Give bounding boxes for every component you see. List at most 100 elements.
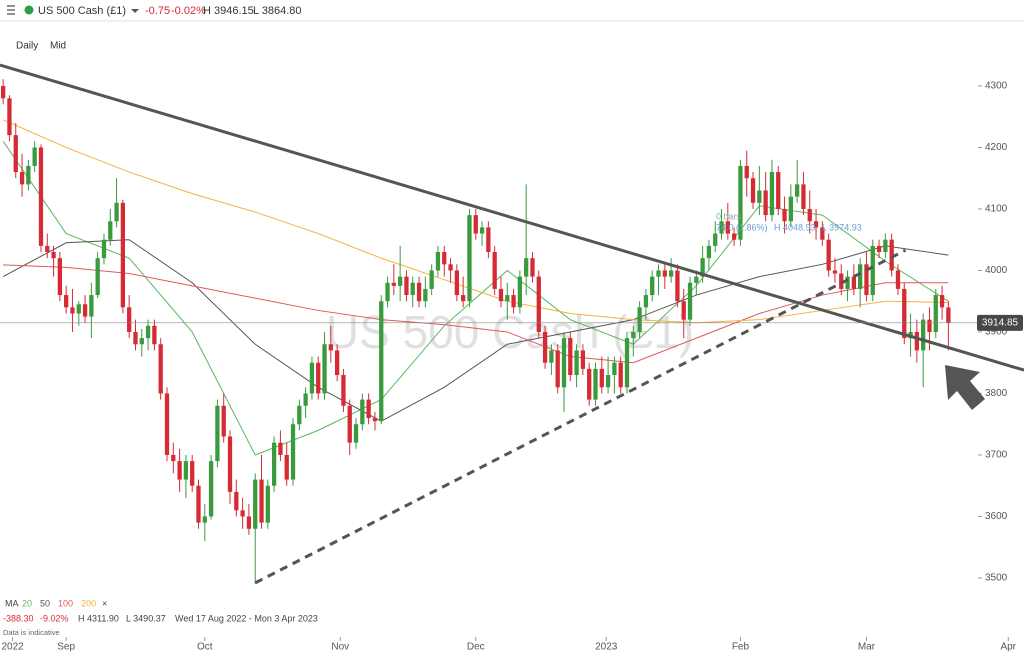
candle-body: [587, 368, 592, 400]
candle-body: [259, 479, 264, 523]
candle-body: [328, 344, 333, 351]
candle-body: [278, 442, 283, 455]
x-tick-label: 2023: [595, 642, 618, 653]
candle-body: [524, 258, 529, 277]
candle-body: [788, 196, 793, 222]
candle-body: [656, 270, 661, 277]
overlay-remove[interactable]: ×: [102, 598, 107, 608]
candle-body: [271, 442, 277, 486]
candle-body: [832, 270, 838, 274]
x-tick-label: Feb: [732, 642, 750, 653]
candle-body: [530, 258, 535, 277]
candle-body: [101, 239, 107, 259]
candle-body: [555, 350, 560, 388]
x-tick-label: Dec: [467, 642, 485, 653]
candle-body: [454, 270, 460, 296]
candle-body: [864, 264, 869, 296]
x-tick-label: Nov: [331, 642, 349, 653]
plot-area: 3500 3600 3700 3800 3900 4000 4100 4200 4300 2022…: [0, 63, 1024, 653]
candle-body: [82, 304, 88, 317]
candle-body: [744, 165, 749, 179]
candle-body: [95, 258, 100, 296]
candle-body: [713, 233, 718, 246]
candle-body: [473, 215, 478, 234]
trendline: [254, 248, 907, 585]
candle-body: [196, 485, 201, 523]
candle-body: [89, 295, 94, 317]
candle-body: [316, 362, 321, 394]
symbol[interactable]: US 500 Cash (£1): [38, 5, 126, 17]
candle-body: [624, 338, 630, 388]
day-high: H 3946.15: [203, 5, 254, 17]
candle-body: [927, 319, 932, 332]
candle-body: [719, 221, 724, 234]
y-tick-label: 4100: [985, 204, 1008, 215]
measure-high: H 4048.93: [774, 222, 816, 232]
candle-body: [517, 276, 523, 308]
candle-body: [410, 282, 415, 296]
candle-body: [57, 258, 63, 296]
candle-body: [461, 295, 466, 302]
symbol-dropdown[interactable]: [131, 9, 139, 13]
candle-body: [914, 331, 920, 351]
moving-average-line: [2, 239, 949, 422]
candle-body: [202, 516, 207, 523]
candle-body: [38, 147, 44, 246]
candle-body: [876, 245, 882, 253]
candle-body: [133, 331, 138, 345]
legend-entry[interactable]: 100: [58, 598, 73, 608]
candle-body: [706, 245, 712, 259]
candle-body: [208, 461, 214, 517]
range-low: L 3490.37: [126, 613, 166, 623]
candle-body: [442, 252, 447, 265]
x-tick-label: Mar: [858, 642, 876, 653]
y-tick-label: 4300: [985, 81, 1008, 92]
candle-body: [757, 190, 762, 203]
candle-body: [933, 295, 938, 332]
candle-body: [1, 85, 6, 99]
candle-body: [605, 375, 611, 388]
candle-body: [164, 393, 170, 455]
candle-body: [108, 221, 113, 240]
candle-body: [486, 227, 491, 253]
candle-body: [763, 190, 768, 216]
y-tick-label: 3900: [985, 327, 1008, 338]
menu-icon[interactable]: [7, 5, 15, 15]
x-tick-label: Sep: [57, 642, 75, 653]
date-range: Wed 17 Aug 2022 - Mon 3 Apr 2023: [175, 613, 318, 623]
last-price-label: 3914.85: [982, 317, 1019, 328]
interval[interactable]: Daily: [16, 41, 38, 52]
x-tick-label: Oct: [197, 642, 213, 653]
price-type[interactable]: Mid: [50, 41, 66, 52]
candle-body: [32, 147, 37, 166]
arrow-annotation: [945, 365, 985, 410]
candle-body: [334, 350, 340, 376]
legend-entry[interactable]: 200: [81, 598, 96, 608]
y-tick-label: 4000: [985, 265, 1008, 276]
candle-body: [391, 282, 396, 286]
candle-body: [801, 184, 806, 209]
candle-body: [448, 264, 453, 271]
candle-body: [404, 276, 409, 296]
candle-body: [7, 98, 12, 136]
legend-entry[interactable]: 50: [40, 598, 50, 608]
candle-body: [492, 252, 497, 289]
candle-body: [309, 362, 315, 394]
candle-body: [322, 344, 327, 394]
candle-body: [631, 331, 636, 339]
legend-entry[interactable]: 20: [22, 598, 32, 608]
candle-body: [145, 325, 151, 339]
candle-body: [498, 288, 504, 302]
candle-body: [366, 399, 371, 419]
candle-body: [234, 491, 239, 511]
candle-body: [939, 295, 945, 308]
overlay-label: MA: [5, 598, 19, 608]
candle-body: [858, 264, 863, 289]
candle-body: [542, 331, 548, 363]
measure-low: L 3974.93: [822, 222, 862, 232]
candle-body: [574, 350, 579, 376]
market-status: [24, 5, 34, 15]
y-tick-label: 3600: [985, 511, 1008, 522]
candle-body: [637, 307, 642, 332]
candle-body: [731, 233, 737, 240]
